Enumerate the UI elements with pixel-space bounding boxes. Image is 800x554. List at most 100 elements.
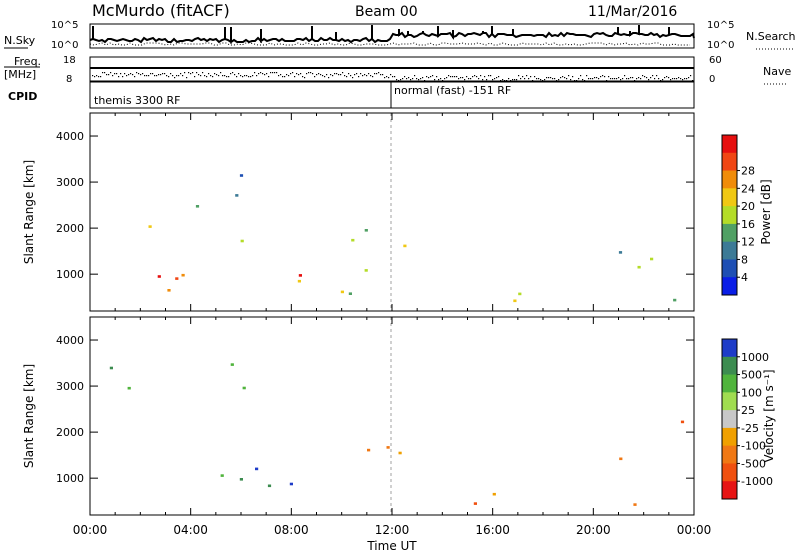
nave-dot — [386, 76, 388, 78]
nave-dot — [532, 80, 534, 82]
nave-dot — [342, 72, 344, 74]
nave-dot — [244, 75, 246, 77]
nave-dot — [308, 72, 310, 74]
nave-dot — [420, 78, 422, 80]
beam-title: Beam 00 — [355, 4, 418, 20]
colorbar-segment — [722, 356, 737, 376]
nave-dot — [106, 74, 108, 76]
scatter-cell — [340, 290, 344, 294]
nsky-panel: N.Sky 10^5 10^0 10^5 10^0 N.Search — [4, 20, 796, 51]
nave-dot — [578, 78, 580, 80]
nave-dot — [338, 74, 340, 76]
nave-dot — [120, 73, 122, 75]
nave-dot — [276, 72, 278, 74]
nave-dot — [192, 72, 194, 74]
nave-dot — [422, 77, 424, 79]
velocity-ylabel: Slant Range [km] — [22, 364, 36, 468]
nave-right-tick-top: 60 — [709, 55, 722, 66]
nave-dot — [572, 76, 574, 78]
x-tick-label: 04:00 — [173, 523, 208, 537]
scatter-cell — [242, 386, 246, 390]
colorbar-tick-label: 12 — [741, 236, 755, 249]
nave-dot — [332, 75, 334, 77]
nave-dot — [208, 73, 210, 75]
colorbar-segment — [722, 410, 737, 429]
nave-dot — [98, 76, 100, 78]
nave-dot — [252, 75, 254, 77]
nave-dot — [238, 73, 240, 75]
nave-dot — [226, 76, 228, 78]
nave-dot — [358, 76, 360, 78]
nave-dot — [510, 80, 512, 82]
nave-dot — [92, 75, 94, 77]
nave-dot — [414, 75, 416, 77]
nave-dot — [684, 78, 686, 80]
nave-dot — [570, 79, 572, 81]
nave-dot — [194, 76, 196, 78]
nave-dot — [606, 80, 608, 82]
colorbar-tick-label: 100 — [741, 386, 762, 399]
scatter-cell — [195, 205, 200, 208]
nave-dot — [300, 73, 302, 75]
scatter-cell — [267, 484, 272, 488]
velocity-colorbar-label: Velocity [m s⁻¹] — [762, 369, 776, 462]
nave-dot — [488, 75, 490, 77]
nave-dot — [266, 73, 268, 75]
nave-dot — [434, 79, 436, 81]
nave-dot — [664, 77, 666, 79]
nave-dot — [336, 73, 338, 75]
nave-dot — [110, 72, 112, 74]
nave-dot — [150, 73, 152, 75]
nave-dot — [614, 78, 616, 80]
nave-dot — [286, 74, 288, 76]
nave-dot — [604, 76, 606, 78]
nave-dot — [642, 75, 644, 77]
x-tick-label: 00:00 — [677, 523, 712, 537]
velocity-frame — [89, 316, 695, 516]
nave-dot — [668, 77, 670, 79]
nave-dot — [652, 75, 654, 77]
nave-dot — [412, 78, 414, 80]
scatter-cell — [230, 363, 234, 366]
x-tick-label: 08:00 — [274, 523, 309, 537]
nave-dot — [344, 75, 346, 77]
nave-dot — [104, 72, 106, 74]
scatter-cell — [367, 448, 371, 452]
nave-dot — [146, 75, 148, 77]
nave-dot — [442, 80, 444, 82]
nave-dot — [222, 75, 224, 77]
nave-dot — [554, 78, 556, 80]
nave-dot — [518, 75, 520, 77]
nave-dot — [138, 73, 140, 75]
nave-dot — [650, 77, 652, 79]
scatter-cell — [680, 420, 685, 424]
scatter-cell — [175, 277, 179, 280]
nave-dot — [514, 79, 516, 81]
nave-dot — [378, 72, 380, 74]
colorbar-tick-label: 20 — [741, 200, 755, 213]
y-tick-label: 3000 — [56, 380, 84, 393]
nave-dot — [328, 77, 330, 79]
power-scatter-points — [148, 174, 677, 303]
nave-dot — [622, 78, 624, 80]
nave-dot — [114, 73, 116, 75]
nave-dot — [520, 78, 522, 80]
nave-dot — [168, 76, 170, 78]
nave-dot — [292, 72, 294, 74]
nave-dot — [430, 76, 432, 78]
nave-dot — [504, 80, 506, 82]
scatter-cell — [619, 457, 623, 461]
nave-dot — [164, 73, 166, 75]
scatter-cell — [386, 446, 390, 449]
colorbar-segment — [722, 481, 737, 500]
nave-dot — [494, 78, 496, 80]
nave-dot — [228, 76, 230, 78]
nave-dot — [410, 79, 412, 81]
nave-dot — [400, 79, 402, 81]
nave-dot — [484, 76, 486, 78]
nave-dot — [452, 76, 454, 78]
nave-dot — [282, 76, 284, 78]
nave-dot — [326, 74, 328, 76]
y-tick-label: 2000 — [56, 222, 84, 235]
nave-dot — [306, 73, 308, 75]
